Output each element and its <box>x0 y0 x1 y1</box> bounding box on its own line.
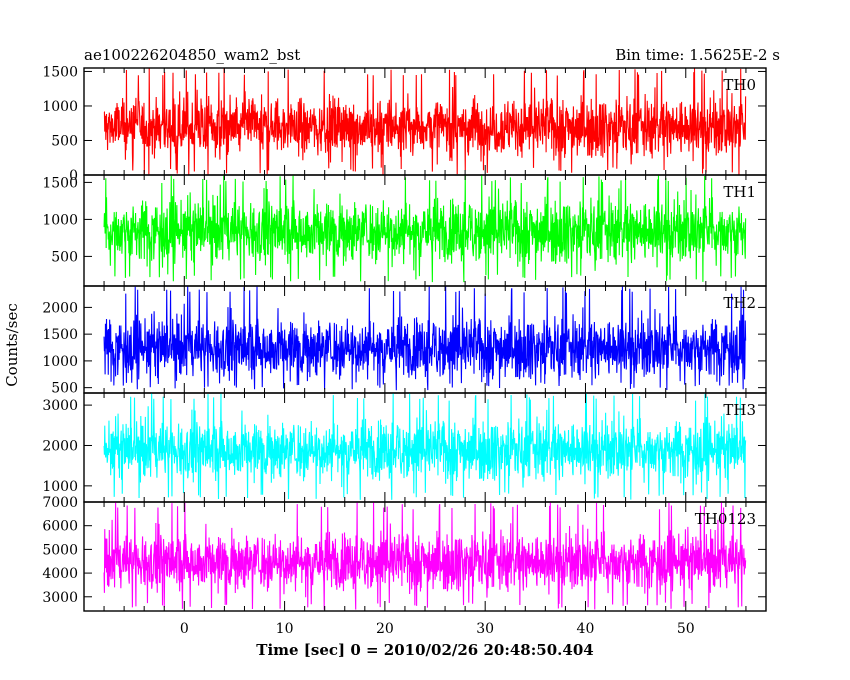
series-line-th0123 <box>103 502 747 610</box>
series-line-th0 <box>103 68 747 175</box>
y-tick-label: 1000 <box>42 212 78 228</box>
y-tick-label: 3000 <box>42 590 78 606</box>
series-line-th1 <box>103 175 747 283</box>
y-tick-label: 3000 <box>42 398 78 414</box>
y-tick-label: 7000 <box>42 495 78 511</box>
series-line-th3 <box>103 393 747 500</box>
chart-subtitle: Bin time: 1.5625E-2 s <box>615 46 780 64</box>
panel-th1: 500 1000 1500 TH1 <box>42 174 767 287</box>
x-tick-label: 40 <box>577 621 595 637</box>
panel-label: TH1 <box>723 183 756 201</box>
x-tick-label: 50 <box>677 621 695 637</box>
panel-th0123: 3000 4000 5000 6000 7000 TH0123 <box>42 495 767 612</box>
x-axis-label: Time [sec] 0 = 2010/02/26 20:48:50.404 <box>256 641 593 659</box>
y-tick-label: 2000 <box>42 438 78 454</box>
panel-label: TH0 <box>723 76 756 94</box>
y-tick-label: 1500 <box>42 327 78 343</box>
panel-th0: 0 500 1000 1500 TH0 <box>42 64 767 184</box>
panel-th3: 1000 2000 3000 TH3 <box>42 392 767 503</box>
y-tick-label: 5000 <box>42 542 78 558</box>
x-tick-label: 10 <box>276 621 294 637</box>
y-tick-label: 1000 <box>42 354 78 370</box>
panel-label: TH0123 <box>695 510 756 528</box>
y-axis-label: Counts/sec <box>3 303 21 387</box>
y-tick-label: 1000 <box>42 99 78 115</box>
y-tick-label: 500 <box>51 249 78 265</box>
y-tick-label: 4000 <box>42 566 78 582</box>
x-tick-label: 0 <box>180 621 189 637</box>
y-tick-label: 1500 <box>42 64 78 80</box>
panel-th2: 500 1000 1500 2000 TH2 <box>42 285 767 397</box>
y-tick-label: 500 <box>51 381 78 397</box>
panel-label: TH3 <box>723 401 756 419</box>
y-tick-label: 500 <box>51 133 78 149</box>
y-tick-label: 6000 <box>42 519 78 535</box>
chart-title: ae100226204850_wam2_bst <box>84 46 300 64</box>
series-line-th2 <box>103 286 747 391</box>
x-tick-label: 20 <box>376 621 394 637</box>
y-tick-label: 1000 <box>42 479 78 495</box>
y-tick-label: 1500 <box>42 175 78 191</box>
x-tick-label: 30 <box>476 621 494 637</box>
y-tick-label: 2000 <box>42 300 78 316</box>
y-tick-label: 0 <box>69 168 78 184</box>
panel-label: TH2 <box>723 294 756 312</box>
